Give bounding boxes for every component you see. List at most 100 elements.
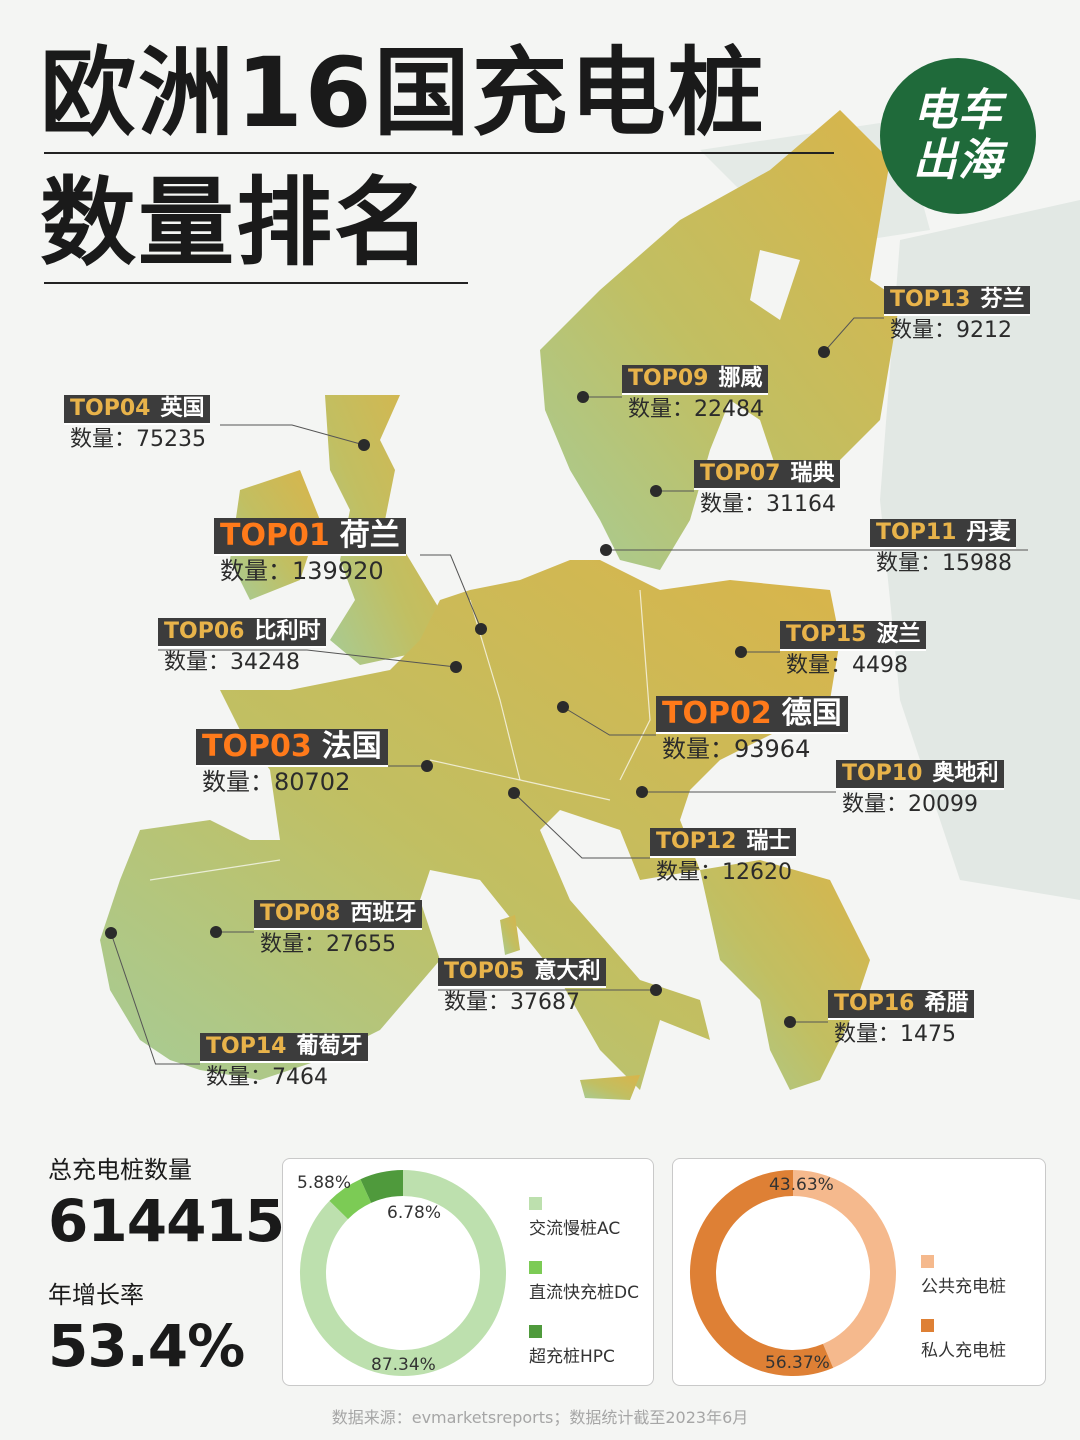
source-footer: 数据来源：evmarketsreports；数据统计截至2023年6月 bbox=[331, 1408, 749, 1427]
leader-line bbox=[220, 424, 365, 446]
count-prefix: 数量： bbox=[834, 1022, 901, 1047]
charger-count: 数量：22484 bbox=[622, 395, 768, 425]
count-prefix: 数量： bbox=[662, 735, 734, 763]
count-value: 75235 bbox=[136, 427, 207, 452]
count-value: 80702 bbox=[274, 768, 351, 796]
charger-count: 数量：12620 bbox=[650, 858, 796, 888]
charger-count: 数量：75235 bbox=[64, 425, 210, 455]
title-underline-2 bbox=[44, 282, 468, 284]
title-line-2: 数量排名 bbox=[40, 167, 432, 279]
logo-line-1: 电车 bbox=[913, 85, 1003, 136]
country-name: 荷兰 bbox=[339, 518, 400, 553]
count-value: 27655 bbox=[326, 932, 397, 957]
count-prefix: 数量： bbox=[260, 932, 327, 957]
count-value: 31164 bbox=[766, 492, 837, 517]
donut-chart bbox=[690, 1170, 896, 1376]
country-dot bbox=[650, 485, 662, 497]
charger-count: 数量：27655 bbox=[254, 930, 422, 960]
country-name: 挪威 bbox=[718, 366, 763, 391]
total-label: 总充电桩数量 bbox=[48, 1156, 192, 1184]
rank-text: TOP08 bbox=[260, 901, 341, 926]
count-prefix: 数量： bbox=[70, 427, 137, 452]
count-value: 20099 bbox=[908, 792, 979, 817]
charger-ownership-donut-panel: 43.63% 56.37% 公共充电桩 私人充电桩 bbox=[672, 1158, 1046, 1386]
count-prefix: 数量： bbox=[700, 492, 767, 517]
charger-count: 数量：93964 bbox=[656, 734, 848, 764]
brand-logo: 电车 出海 bbox=[880, 58, 1036, 214]
country-name: 波兰 bbox=[876, 622, 921, 647]
rank-tag: TOP13 芬兰 bbox=[884, 286, 1031, 316]
count-value: 22484 bbox=[694, 397, 765, 422]
legend-item: 交流慢桩AC bbox=[529, 1197, 639, 1239]
country-name: 瑞士 bbox=[746, 829, 791, 854]
country-label: TOP16 希腊 数量：1475 bbox=[828, 990, 975, 1050]
rank-tag: TOP08 西班牙 bbox=[254, 900, 423, 930]
country-name: 芬兰 bbox=[980, 287, 1025, 312]
country-label: TOP09 挪威数量：22484 bbox=[622, 365, 769, 425]
country-dot bbox=[508, 787, 520, 799]
slice-percent-label: 56.37% bbox=[765, 1353, 830, 1373]
count-prefix: 数量： bbox=[876, 551, 943, 576]
count-value: 93964 bbox=[734, 735, 811, 763]
country-dot bbox=[735, 646, 747, 658]
legend-label: 超充桩HPC bbox=[529, 1347, 615, 1367]
rank-text: TOP14 bbox=[206, 1034, 287, 1059]
slice-percent-label: 87.34% bbox=[371, 1355, 436, 1375]
count-prefix: 数量： bbox=[786, 653, 853, 678]
country-name: 丹麦 bbox=[966, 520, 1011, 545]
country-name: 意大利 bbox=[534, 959, 601, 984]
count-value: 37687 bbox=[510, 990, 581, 1015]
legend-label: 公共充电桩 bbox=[921, 1277, 1006, 1297]
rank-tag: TOP11 丹麦 bbox=[870, 519, 1017, 549]
title-line-1: 欧洲16国充电桩 bbox=[40, 37, 766, 149]
rank-tag: TOP04 英国 bbox=[64, 395, 211, 425]
charger-count: 数量：4498 bbox=[780, 651, 926, 681]
rank-text: TOP13 bbox=[890, 287, 971, 312]
country-label: TOP12 瑞士数量：12620 bbox=[650, 828, 797, 888]
rank-tag: TOP05 意大利 bbox=[438, 958, 607, 988]
country-name: 瑞典 bbox=[790, 461, 835, 486]
donut-slice bbox=[329, 1179, 372, 1220]
donut-slice bbox=[792, 1170, 896, 1368]
country-label: TOP14 葡萄牙 数量：7464 bbox=[200, 1033, 369, 1093]
country-label: TOP10 奥地利 数量：20099 bbox=[836, 760, 1005, 820]
count-prefix: 数量： bbox=[220, 557, 292, 585]
count-value: 15988 bbox=[942, 551, 1013, 576]
growth-label: 年增长率 bbox=[48, 1281, 144, 1309]
rank-tag: TOP03 法国 bbox=[196, 729, 388, 767]
legend-label: 交流慢桩AC bbox=[529, 1219, 621, 1239]
count-value: 4498 bbox=[852, 653, 909, 678]
country-dot bbox=[105, 927, 117, 939]
charger-count: 数量：9212 bbox=[884, 316, 1030, 346]
rank-text: TOP11 bbox=[876, 520, 957, 545]
country-dot bbox=[358, 439, 370, 451]
donut-chart bbox=[300, 1170, 506, 1376]
count-value: 1475 bbox=[900, 1022, 957, 1047]
country-label: TOP13 芬兰数量：9212 bbox=[884, 286, 1031, 346]
logo-line-2: 出海 bbox=[913, 135, 1003, 186]
charger-count: 数量：15988 bbox=[870, 549, 1016, 579]
country-dot bbox=[636, 786, 648, 798]
rank-text: TOP10 bbox=[842, 761, 923, 786]
title-underline-1 bbox=[44, 152, 834, 154]
leader-line bbox=[562, 706, 656, 736]
charger-count: 数量：80702 bbox=[196, 767, 388, 797]
charger-count: 数量：7464 bbox=[200, 1063, 368, 1093]
leader-line bbox=[823, 317, 884, 353]
count-value: 12620 bbox=[722, 860, 793, 885]
count-prefix: 数量： bbox=[842, 792, 909, 817]
rank-text: TOP12 bbox=[656, 829, 737, 854]
summary-stats: 总充电桩数量 614415 年增长率 53.4% bbox=[48, 1150, 285, 1382]
country-dot bbox=[600, 544, 612, 556]
rank-tag: TOP06 比利时 bbox=[158, 618, 327, 648]
donut-legend: 公共充电桩 私人充电桩 bbox=[921, 1255, 1006, 1383]
rank-text: TOP15 bbox=[786, 622, 867, 647]
rank-tag: TOP02 德国 bbox=[656, 696, 848, 734]
country-label: TOP06 比利时 数量：34248 bbox=[158, 618, 327, 678]
country-label: TOP01 荷兰 数量：139920 bbox=[214, 518, 406, 586]
donut-slice bbox=[360, 1170, 404, 1204]
country-dot bbox=[784, 1016, 796, 1028]
rank-text: TOP09 bbox=[628, 366, 709, 391]
leader-line bbox=[513, 792, 650, 859]
